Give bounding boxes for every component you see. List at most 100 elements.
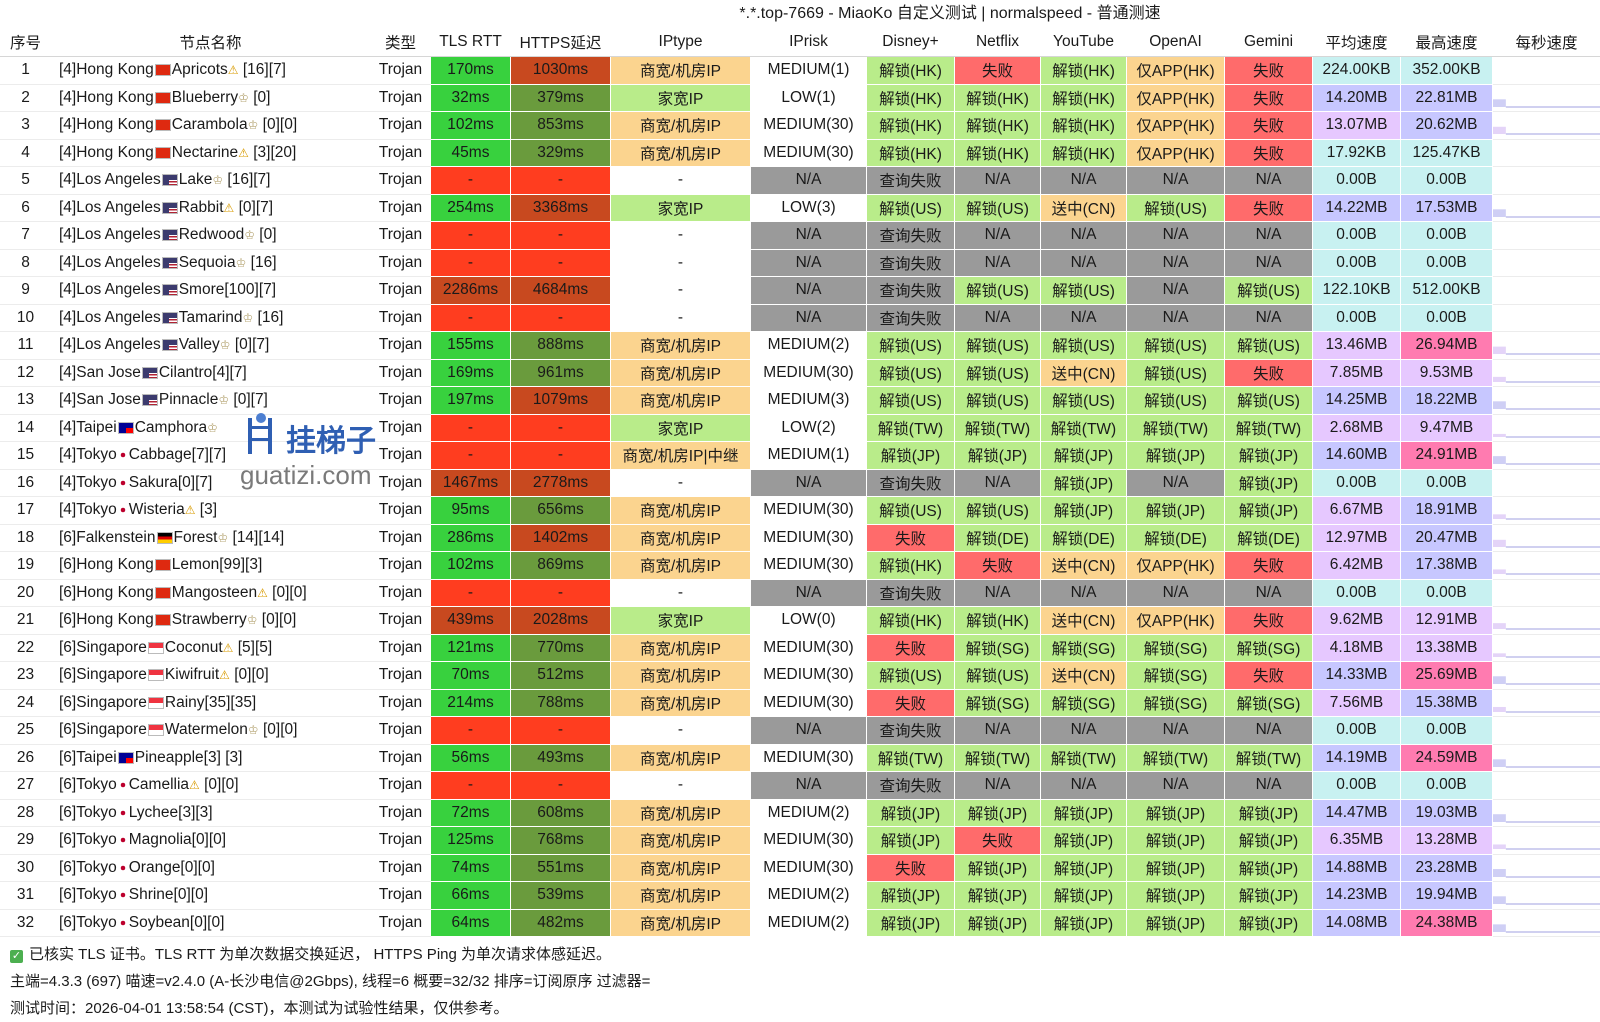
node-tags: [14][14]: [228, 529, 284, 546]
node-region: [6]Hong Kong: [59, 584, 154, 601]
avg-speed: 14.08MB: [1313, 909, 1401, 937]
youtube-status: 解锁(JP): [1041, 799, 1127, 827]
node-region: [4]Tokyo: [59, 474, 117, 491]
https-latency: 869ms: [511, 552, 611, 580]
openai-status: 解锁(SG): [1127, 662, 1225, 690]
https-latency: -: [511, 249, 611, 277]
node-region: [6]Singapore: [59, 721, 147, 738]
us-flag-icon: [162, 339, 178, 351]
row-index: 22: [1, 634, 51, 662]
ip-type: 商宽/机房IP: [611, 854, 751, 882]
netflix-status: 失败: [955, 827, 1041, 855]
https-latency: 1079ms: [511, 387, 611, 415]
sparkline-baseline: [1506, 848, 1600, 850]
hk-flag-icon: [155, 92, 171, 104]
speed-sparkline: [1493, 332, 1600, 360]
row-index: 20: [1, 579, 51, 607]
sg-flag-icon: [148, 697, 164, 709]
youtube-status: N/A: [1041, 772, 1127, 800]
node-label: Tamarind: [179, 309, 243, 326]
sparkline-bar: [1493, 456, 1506, 464]
node-tags: [0][0]: [259, 721, 298, 738]
protocol-type: Trojan: [371, 882, 431, 910]
disney-status: 解锁(US): [867, 359, 955, 387]
youtube-status: 解锁(HK): [1041, 57, 1127, 85]
us-flag-icon: [162, 174, 178, 186]
hk-flag-icon: [155, 147, 171, 159]
speed-sparkline: [1493, 277, 1600, 305]
warning-icon: ⚠: [228, 63, 239, 77]
protocol-type: Trojan: [371, 524, 431, 552]
us-flag-icon: [162, 202, 178, 214]
gemini-status: N/A: [1225, 222, 1313, 250]
node-tags: [0][0]: [230, 666, 269, 683]
protocol-type: Trojan: [371, 607, 431, 635]
youtube-status: 解锁(TW): [1041, 744, 1127, 772]
tls-rtt: 155ms: [431, 332, 511, 360]
youtube-status: 解锁(US): [1041, 277, 1127, 305]
sparkline-chart: [1493, 360, 1600, 386]
youtube-status: N/A: [1041, 222, 1127, 250]
max-speed: 0.00B: [1401, 167, 1493, 195]
openai-status: N/A: [1127, 249, 1225, 277]
speed-sparkline: [1493, 414, 1600, 442]
node-region: [4]Los Angeles: [59, 226, 161, 243]
openai-status: 仅APP(HK): [1127, 139, 1225, 167]
crown-icon: ♔: [248, 118, 259, 132]
openai-status: 解锁(SG): [1127, 689, 1225, 717]
avg-speed: 12.97MB: [1313, 524, 1401, 552]
https-latency: 656ms: [511, 497, 611, 525]
ip-type: -: [611, 249, 751, 277]
disney-status: 解锁(JP): [867, 909, 955, 937]
sparkline-chart: [1493, 635, 1600, 661]
node-region: [4]Hong Kong: [59, 144, 154, 161]
node-label: Lemon[99][3]: [172, 556, 262, 573]
youtube-status: 解锁(JP): [1041, 827, 1127, 855]
warning-icon: ⚠: [185, 503, 196, 517]
sparkline-bar: [1493, 897, 1506, 905]
tls-rtt: 32ms: [431, 84, 511, 112]
disney-status: 查询失败: [867, 167, 955, 195]
node-region: [4]Los Angeles: [59, 309, 161, 326]
speed-sparkline: [1493, 387, 1600, 415]
openai-status: N/A: [1127, 469, 1225, 497]
https-latency: 888ms: [511, 332, 611, 360]
tls-rtt: 2286ms: [431, 277, 511, 305]
node-tags: [0][0]: [258, 116, 297, 133]
protocol-type: Trojan: [371, 332, 431, 360]
column-header: 每秒速度: [1493, 27, 1600, 57]
tls-rtt: 64ms: [431, 909, 511, 937]
https-latency: 1030ms: [511, 57, 611, 85]
ip-risk: MEDIUM(30): [751, 359, 867, 387]
gemini-status: 解锁(JP): [1225, 469, 1313, 497]
disney-status: 解锁(US): [867, 332, 955, 360]
youtube-status: N/A: [1041, 304, 1127, 332]
avg-speed: 0.00B: [1313, 249, 1401, 277]
ip-risk: N/A: [751, 222, 867, 250]
column-header: 节点名称: [51, 27, 371, 57]
netflix-status: N/A: [955, 304, 1041, 332]
netflix-status: 解锁(JP): [955, 442, 1041, 470]
jp-flag-icon: [118, 918, 128, 928]
https-latency: -: [511, 167, 611, 195]
gemini-status: N/A: [1225, 717, 1313, 745]
avg-speed: 9.62MB: [1313, 607, 1401, 635]
sparkline-chart: [1493, 250, 1600, 276]
row-index: 18: [1, 524, 51, 552]
warning-icon: ⚠: [219, 668, 230, 682]
https-latency: 379ms: [511, 84, 611, 112]
tls-rtt: -: [431, 222, 511, 250]
node-tags: [0][0]: [268, 584, 307, 601]
youtube-status: 解锁(US): [1041, 332, 1127, 360]
row-index: 12: [1, 359, 51, 387]
node-tags: [3]: [195, 501, 217, 518]
max-speed: 17.38MB: [1401, 552, 1493, 580]
